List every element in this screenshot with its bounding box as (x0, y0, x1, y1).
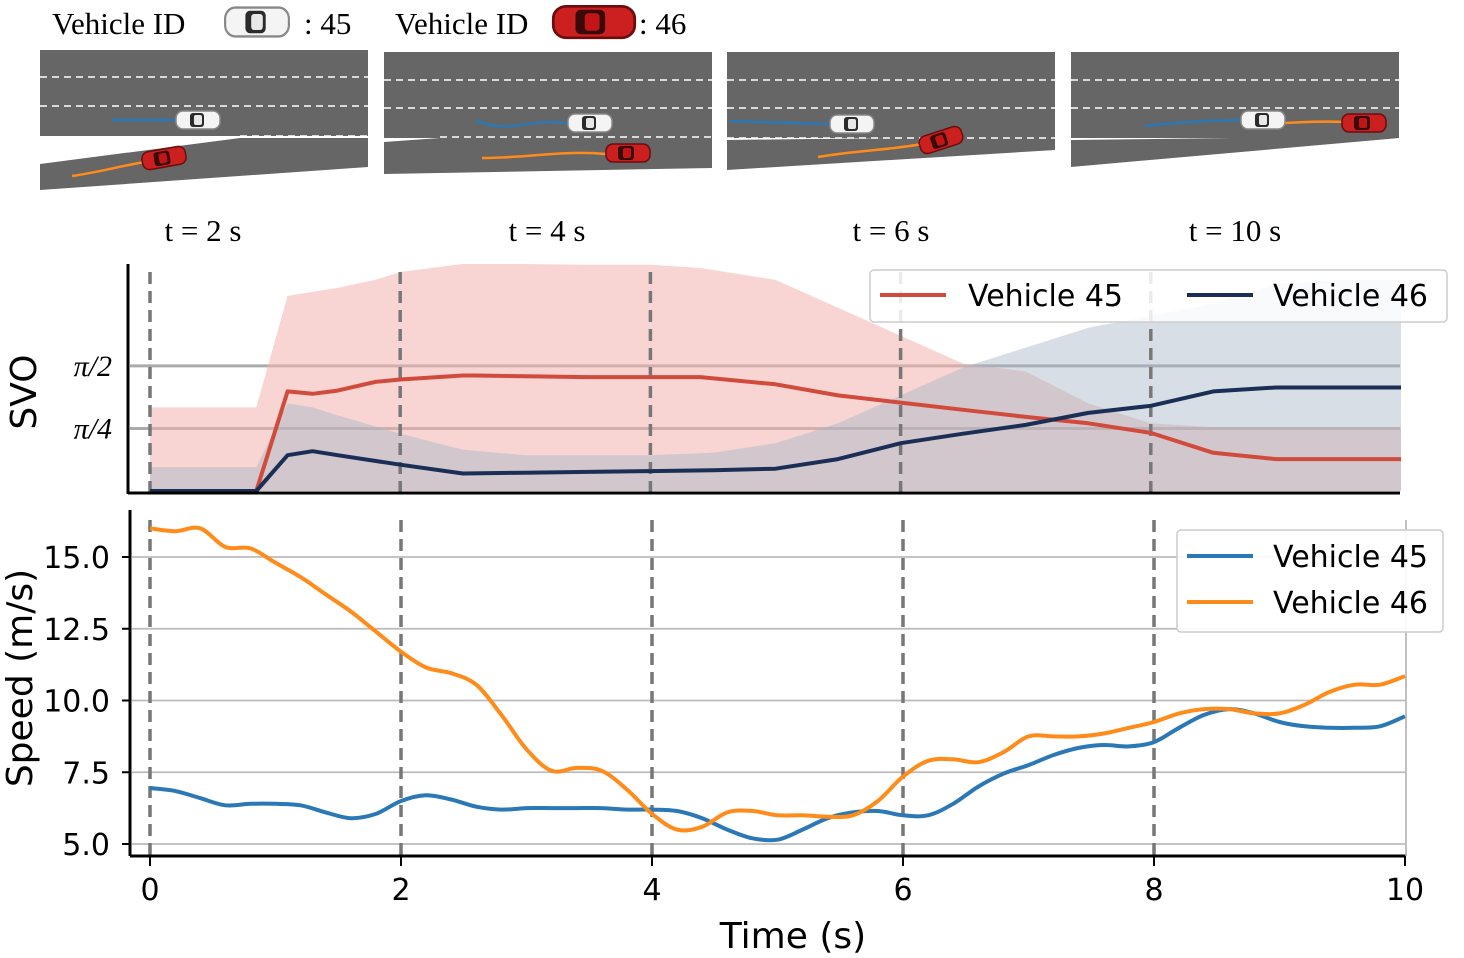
snapshot-panel-3 (727, 52, 1055, 170)
svo-legend-label-46: Vehicle 46 (1273, 279, 1428, 314)
header: Vehicle ID : 45 Vehicle ID : 46 (52, 4, 686, 41)
svo-line-vehicle-46 (150, 385, 1401, 493)
speed-legend-label-46: Vehicle 46 (1273, 586, 1428, 621)
svo-confidence-bands (150, 264, 1401, 491)
speed-lines (149, 525, 1406, 843)
speed-legend-label-45: Vehicle 45 (1273, 540, 1428, 575)
svo-chart: π/4 π/2 SVO Vehicle 45 Vehicle 46 (4, 264, 1448, 495)
speed-y-axis-label: Speed (m/s) (0, 569, 41, 787)
speed-ytick-label-5: 15.0 (43, 541, 110, 576)
car-45-snapshot-1 (175, 110, 221, 130)
svo-lines (150, 373, 1401, 493)
svo-legend: Vehicle 45 Vehicle 46 (869, 269, 1448, 323)
speed-legend: Vehicle 45 Vehicle 46 (1176, 529, 1444, 633)
svo-y-ticks: π/4 π/2 (74, 350, 112, 446)
svo-ytick-label-1: π/4 (74, 412, 112, 445)
speed-line-vehicle-46 (149, 525, 1406, 833)
car-46-snapshot-2 (605, 143, 651, 163)
speed-xtick-label-6: 6 (893, 873, 912, 908)
speed-xtick-label-2: 2 (391, 873, 410, 908)
svo-line-vehicle-45 (150, 373, 1401, 493)
svo-ytick-label-2: π/2 (74, 350, 112, 383)
speed-x-axis-label: Time (s) (719, 916, 866, 957)
speed-ytick-label-4: 12.5 (43, 613, 110, 648)
snapshot-label-4: t = 10 s (1189, 213, 1281, 248)
snapshot-panel-1 (40, 50, 368, 190)
red-vehicle-id: : 46 (639, 6, 686, 41)
car-46-snapshot-4 (1341, 113, 1387, 133)
svo-band-vehicle-46 (150, 279, 1401, 491)
speed-ytick-label-2: 7.5 (62, 756, 110, 791)
speed-line-vehicle-45 (149, 707, 1406, 843)
speed-chart: 5.0 7.5 10.0 12.5 15.0 0 2 4 6 8 10 Speed (m/s) T… (0, 510, 1444, 957)
speed-xtick-label-8: 8 (1144, 873, 1163, 908)
snapshot-panel-4 (1071, 52, 1399, 167)
snapshot-label-2: t = 4 s (509, 213, 586, 248)
speed-y-ticks: 5.0 7.5 10.0 12.5 15.0 (43, 541, 130, 863)
speed-ytick-label-3: 10.0 (43, 685, 110, 720)
white-vehicle-id: : 45 (304, 6, 351, 41)
speed-x-ticks: 0 2 4 6 8 10 (140, 856, 1424, 908)
car-45-snapshot-2 (567, 113, 613, 133)
white-car-icon (223, 6, 291, 38)
svo-y-axis-label: SVO (4, 354, 45, 429)
snapshot-label-1: t = 2 s (165, 213, 242, 248)
speed-xtick-label-4: 4 (642, 873, 661, 908)
vehicle-id-label-1: Vehicle ID (52, 6, 185, 41)
speed-ytick-label-1: 5.0 (62, 828, 110, 863)
car-45-snapshot-4 (1240, 110, 1286, 130)
vehicle-id-label-2: Vehicle ID (395, 6, 528, 41)
red-car-icon (551, 4, 637, 40)
svo-band-vehicle-45 (150, 264, 1401, 491)
snapshot-label-3: t = 6 s (853, 213, 930, 248)
speed-xtick-label-10: 10 (1386, 873, 1424, 908)
car-45-snapshot-3 (829, 114, 875, 134)
snapshot-panel-2 (384, 52, 712, 174)
svo-axes (126, 264, 1400, 495)
speed-xtick-label-0: 0 (140, 873, 159, 908)
svo-legend-label-45: Vehicle 45 (968, 279, 1123, 314)
